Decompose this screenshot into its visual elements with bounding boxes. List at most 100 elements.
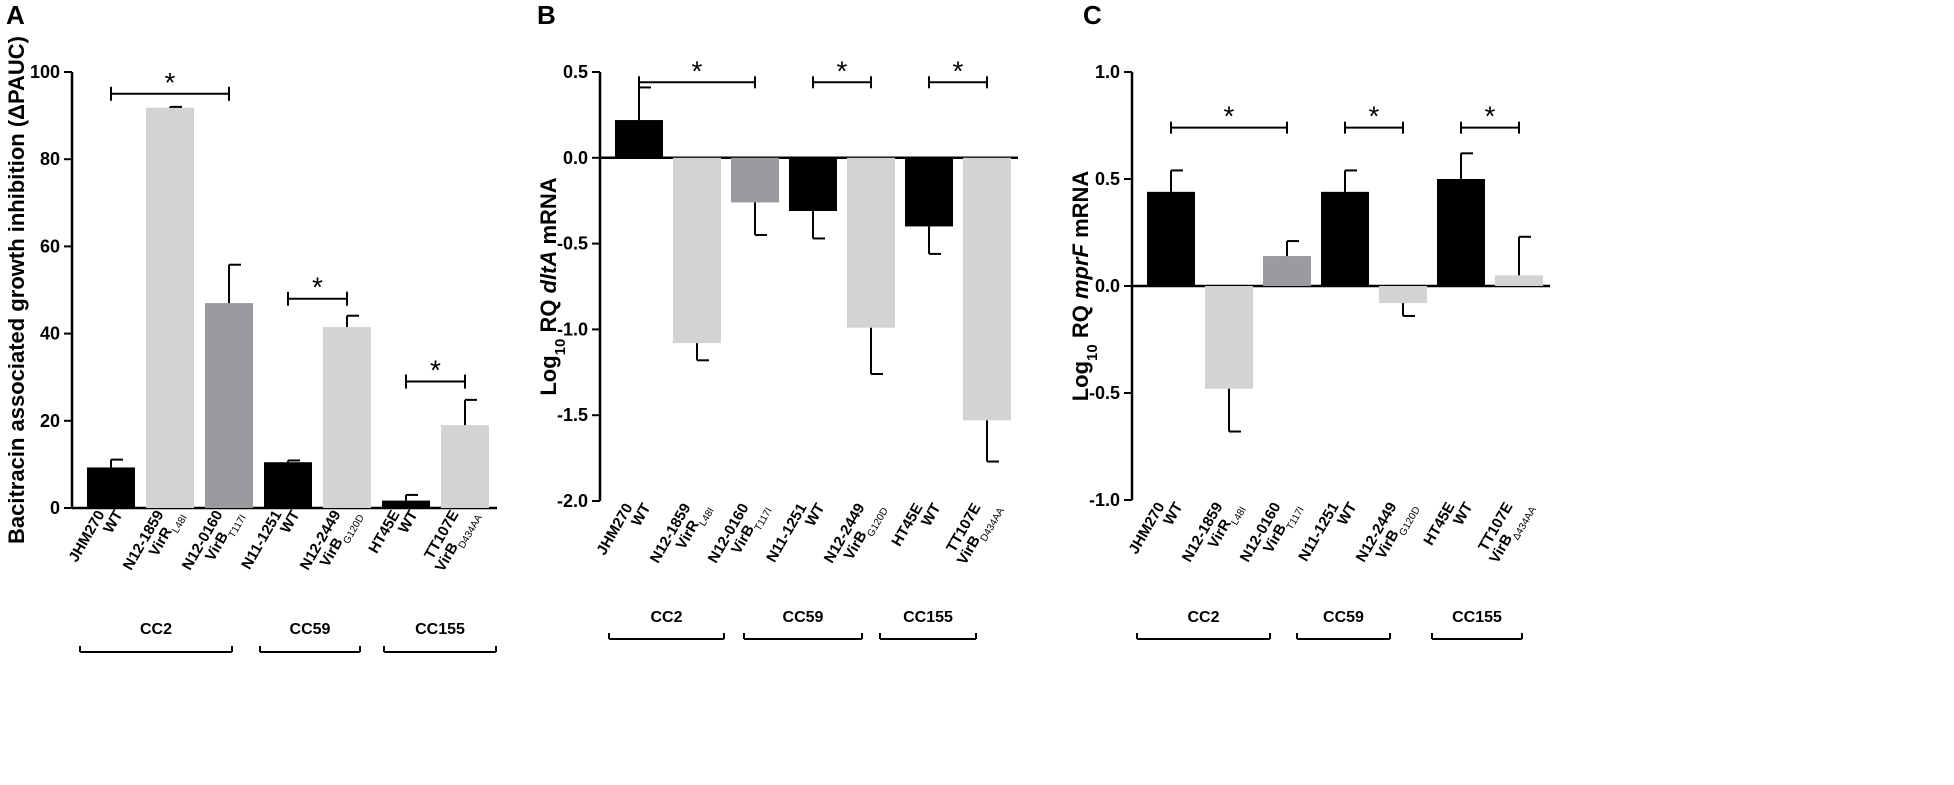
significance-star: * <box>1224 101 1235 132</box>
bar <box>382 500 430 508</box>
x-tick-label: JHM270 <box>1125 500 1168 558</box>
x-tick-label: WT <box>1334 500 1360 529</box>
group-label: CC2 <box>650 609 682 626</box>
y-tick-label: 1.0 <box>1095 62 1120 82</box>
y-tick-label: 0.0 <box>1095 276 1120 296</box>
bar <box>323 327 371 508</box>
x-tick-label-main: WT <box>395 508 421 537</box>
x-tick-label-sub: T117I <box>752 506 774 533</box>
x-tick-label-sub: G120D <box>341 513 366 546</box>
group-label: CC155 <box>903 609 953 626</box>
bar <box>1379 286 1427 304</box>
significance-star: * <box>165 67 176 98</box>
bar <box>1321 191 1369 286</box>
y-tick-label: 80 <box>40 149 60 169</box>
bar <box>1147 191 1195 286</box>
group-label: CC2 <box>1187 609 1219 626</box>
x-tick-label-sub: T117I <box>226 513 248 540</box>
bar <box>615 120 663 158</box>
y-tick-label: -0.5 <box>557 234 588 254</box>
y-label-part: mRNA <box>536 177 561 250</box>
y-tick-label: -1.5 <box>557 405 588 425</box>
x-tick-label-main: WT <box>1334 500 1360 529</box>
x-tick-label-sub: G120D <box>865 506 890 539</box>
panel-C: C -1.0 -0.5 0.0 0.5 1.0 Log10 RQ mprF mRNA * * * J… <box>1068 0 1550 640</box>
bar <box>731 157 779 203</box>
panel-letter: A <box>6 0 25 30</box>
x-tick-label-main: WT <box>628 501 654 530</box>
bar <box>1437 179 1485 286</box>
y-tick-label: 20 <box>40 411 60 431</box>
significance-star: * <box>837 55 848 86</box>
y-label-part: mRNA <box>1068 171 1093 244</box>
bar <box>905 157 953 227</box>
y-label-part: 10 <box>552 339 569 356</box>
significance-star: * <box>953 55 964 86</box>
y-tick-label: 60 <box>40 236 60 256</box>
y-tick-label: -2.0 <box>557 491 588 511</box>
panel-B: B -2.0 -1.5 -1.0 -0.5 0.0 0.5 Log10 RQ dltA mRN… <box>536 0 1018 640</box>
x-tick-label: WT <box>277 508 303 537</box>
bar <box>1205 286 1253 389</box>
x-tick-label: HT45E <box>365 508 403 557</box>
y-axis-label: Log10 RQ dltA mRNA <box>536 177 569 395</box>
y-tick-label: -1.0 <box>557 319 588 339</box>
x-tick-label-sub: L48I <box>697 506 716 528</box>
group-label: CC155 <box>1452 609 1502 626</box>
x-tick-label-main: WT <box>277 508 303 537</box>
group-label: CC59 <box>1323 609 1364 626</box>
y-label-part: Log <box>536 355 561 395</box>
panel-letter: C <box>1083 0 1102 30</box>
bar <box>1263 256 1311 286</box>
x-tick-label: WT <box>395 508 421 537</box>
significance-star: * <box>692 55 703 86</box>
x-tick-label-main: WT <box>918 501 944 530</box>
y-tick-label: 0 <box>50 498 60 518</box>
y-axis-label: Log10 RQ mprF mRNA <box>1068 171 1101 402</box>
bar <box>87 467 135 508</box>
significance-star: * <box>1485 101 1496 132</box>
panel-letter: B <box>537 0 556 30</box>
y-label-part: Log <box>1068 361 1093 401</box>
x-tick-label: WT <box>802 501 828 530</box>
x-tick-label: WT <box>1450 500 1476 529</box>
x-tick-label-main: WT <box>1450 500 1476 529</box>
bar <box>441 425 489 508</box>
x-tick-label: WT <box>100 508 126 537</box>
x-tick-label: JHM270 <box>65 508 108 566</box>
y-label-part: RQ <box>536 293 561 338</box>
y-tick-label: 0.5 <box>563 62 588 82</box>
y-label-part: 10 <box>1084 344 1101 361</box>
x-tick-label-sub: L48I <box>170 513 189 535</box>
group-label: CC155 <box>415 621 465 638</box>
x-tick-label: WT <box>1160 500 1186 529</box>
bar <box>264 462 312 508</box>
bar <box>963 157 1011 421</box>
x-tick-label-main: WT <box>802 501 828 530</box>
x-tick-label-sub: T117I <box>1284 505 1306 532</box>
significance-star: * <box>1369 101 1380 132</box>
y-tick-label: 0.0 <box>563 148 588 168</box>
group-label: CC2 <box>140 621 172 638</box>
bar <box>673 157 721 344</box>
x-tick-label: HT45E <box>1420 500 1458 549</box>
bar <box>789 157 837 211</box>
x-tick-label: WT <box>628 501 654 530</box>
y-tick-label: -1.0 <box>1089 490 1120 510</box>
x-tick-label: HT45E <box>888 501 926 550</box>
bar <box>205 303 253 508</box>
significance-star: * <box>312 272 323 303</box>
x-tick-label-main: WT <box>1160 500 1186 529</box>
x-tick-label-main: WT <box>100 508 126 537</box>
y-tick-label: 100 <box>30 62 60 82</box>
significance-star: * <box>430 355 441 386</box>
y-tick-label: -0.5 <box>1089 383 1120 403</box>
bar <box>847 157 895 328</box>
y-tick-label: 0.5 <box>1095 169 1120 189</box>
y-axis-label: Bacitracin associated growth inhibition … <box>4 36 29 544</box>
x-tick-label: WT <box>918 501 944 530</box>
y-tick-label: 40 <box>40 324 60 344</box>
x-tick-label: JHM270 <box>593 501 636 559</box>
